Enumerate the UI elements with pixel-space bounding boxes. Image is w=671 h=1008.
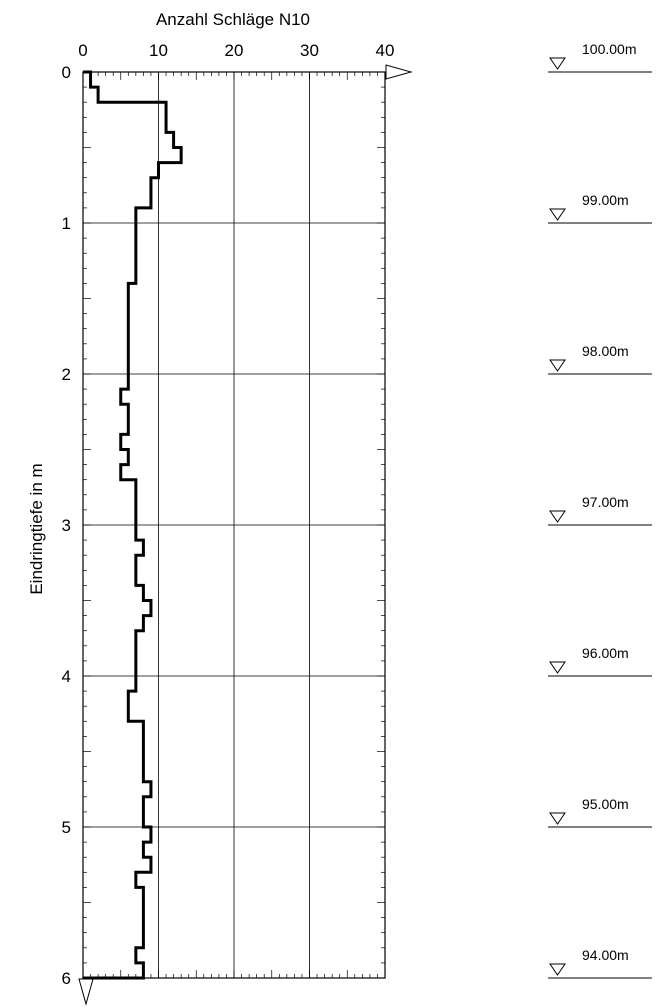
elevation-label: 94.00m bbox=[582, 947, 629, 963]
y-tick-label: 6 bbox=[62, 969, 71, 988]
x-tick-label: 40 bbox=[376, 41, 395, 60]
y-tick-label: 1 bbox=[62, 214, 71, 233]
elevation-label: 97.00m bbox=[582, 494, 629, 510]
x-tick-label: 30 bbox=[300, 41, 319, 60]
elevation-triangle-icon bbox=[549, 963, 566, 976]
elevation-triangle-icon bbox=[549, 57, 566, 70]
y-tick-labels: 0 1 2 3 4 5 6 bbox=[62, 63, 71, 988]
elevation-triangle-icon bbox=[549, 510, 566, 523]
elevation-triangle-icon bbox=[549, 359, 566, 372]
elevation-label: 96.00m bbox=[582, 645, 629, 661]
elevation-markers: 100.00m 99.00m 98.00m 97.00m 96.00m 95.00m 94.… bbox=[548, 41, 652, 979]
blow-count-step-line bbox=[83, 70, 183, 980]
x-axis-arrow-icon bbox=[385, 64, 413, 80]
x-tick-label: 20 bbox=[225, 41, 244, 60]
y-tick-label: 2 bbox=[62, 365, 71, 384]
grid-lines bbox=[83, 72, 385, 978]
elevation-label: 95.00m bbox=[582, 796, 629, 812]
minor-ticks bbox=[82, 71, 386, 979]
y-axis-arrow-icon bbox=[78, 978, 94, 1006]
y-axis-title: Eindringtiefe in m bbox=[27, 463, 46, 594]
x-tick-labels: 0 10 20 30 40 bbox=[78, 41, 394, 60]
y-tick-label: 0 bbox=[62, 63, 71, 82]
plot-frame bbox=[82, 71, 386, 979]
series-layer bbox=[83, 70, 183, 980]
elevation-triangle-icon bbox=[549, 812, 566, 825]
y-tick-label: 5 bbox=[62, 818, 71, 837]
x-tick-label: 0 bbox=[78, 41, 87, 60]
elevation-label: 98.00m bbox=[582, 343, 629, 359]
elevation-triangle-icon bbox=[549, 208, 566, 221]
x-axis-title: Anzahl Schläge N10 bbox=[156, 10, 310, 29]
x-tick-label: 10 bbox=[149, 41, 168, 60]
y-tick-label: 4 bbox=[62, 667, 71, 686]
y-tick-label: 3 bbox=[62, 516, 71, 535]
elevation-triangle-icon bbox=[549, 661, 566, 674]
elevation-label: 100.00m bbox=[582, 41, 636, 57]
elevation-label: 99.00m bbox=[582, 192, 629, 208]
